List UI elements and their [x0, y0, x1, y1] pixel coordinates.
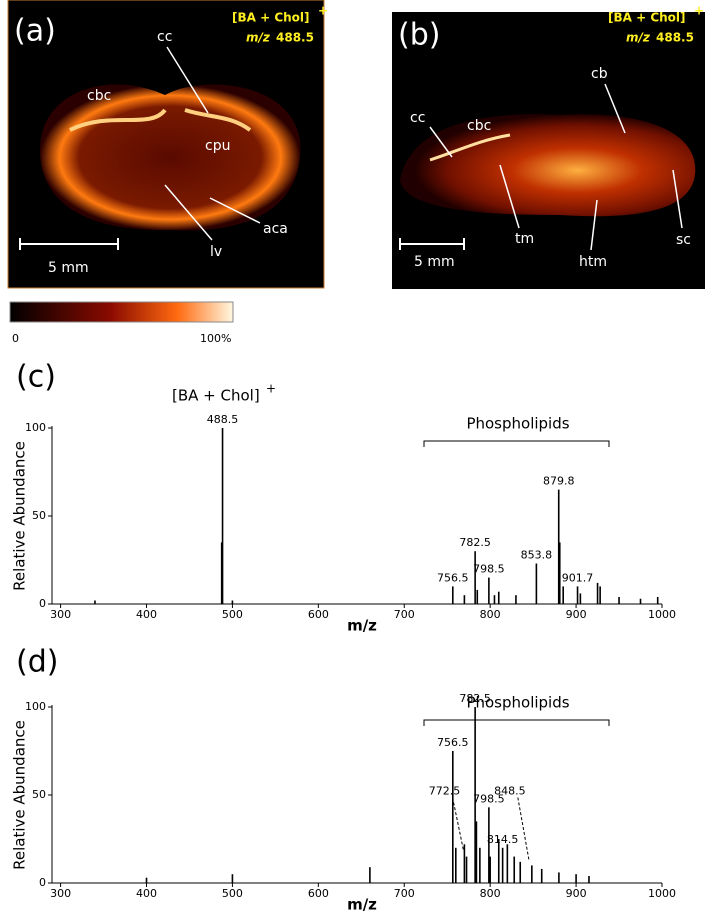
x-tick-label: 600	[308, 608, 329, 621]
x-tick-label: 600	[308, 887, 329, 900]
y-tick-label: 50	[32, 788, 46, 801]
annotation: cbc	[87, 88, 111, 104]
x-tick-label: 1000	[648, 608, 676, 621]
y-axis-label: Relative Abundance	[11, 441, 29, 591]
peak-label: 814.5	[487, 833, 519, 846]
peak-label: 756.5	[437, 736, 469, 749]
annotation: htm	[579, 254, 607, 270]
annotation: sc	[676, 232, 691, 248]
annotation: cc	[410, 110, 425, 126]
annotation: tm	[515, 231, 534, 247]
x-axis-label: m/z	[347, 617, 377, 635]
x-tick-label: 500	[222, 887, 243, 900]
x-tick-label: 900	[566, 608, 587, 621]
colorbar	[9, 301, 234, 323]
scale-bar	[19, 238, 119, 250]
leader-line	[499, 164, 520, 229]
tissue-a	[40, 84, 301, 231]
x-tick-label: 300	[50, 608, 71, 621]
bracket-label: Phospholipids	[466, 415, 569, 433]
axes	[51, 705, 662, 884]
y-axis-label: Relative Abundance	[11, 720, 29, 870]
peak-label: 879.8	[543, 475, 575, 488]
ion-label: [BA + Chol]	[608, 11, 686, 25]
peak-label: 772.5	[429, 784, 461, 797]
mz-prefix: m/z	[626, 31, 651, 45]
mz-value: 488.5	[276, 31, 314, 45]
annotation: [BA + Chol]	[172, 387, 260, 405]
y-tick-label: 0	[39, 597, 46, 610]
ion-label: [BA + Chol]	[232, 11, 310, 25]
y-tick-label: 50	[32, 509, 46, 522]
y-tick-label: 0	[39, 876, 46, 889]
tissue-b	[400, 114, 696, 217]
y-tick-label: 100	[25, 700, 46, 713]
x-tick-label: 900	[566, 887, 587, 900]
annotation-charge: +	[266, 382, 276, 396]
x-axis-label: m/z	[347, 896, 377, 914]
peak-label: 798.5	[473, 792, 505, 805]
leader-line	[590, 199, 598, 251]
annotation: cb	[591, 66, 608, 82]
x-tick-label: 400	[136, 608, 157, 621]
peak-label: 901.7	[562, 571, 594, 584]
peak-label: 782.5	[459, 692, 491, 705]
panel-label: (c)	[16, 360, 56, 395]
leader-line	[604, 83, 626, 134]
bracket	[423, 440, 610, 447]
peak-label: 488.5	[207, 413, 239, 426]
leader-line	[517, 797, 530, 860]
x-tick-label: 1000	[648, 887, 676, 900]
panel-label: (d)	[16, 645, 58, 680]
panel-label: (b)	[398, 18, 440, 53]
annotation: lv	[210, 244, 222, 260]
leader-line	[452, 797, 465, 851]
peak-label: 853.8	[521, 549, 553, 562]
mz-prefix: m/z	[246, 31, 271, 45]
x-tick-label: 700	[394, 887, 415, 900]
scale-bar	[399, 238, 465, 250]
scale-label: 5 mm	[48, 260, 89, 276]
ion-charge: +	[318, 4, 328, 18]
leader-line	[166, 46, 209, 114]
peak-label: 848.5	[494, 784, 526, 797]
bracket	[423, 719, 610, 726]
peak-label: 756.5	[437, 571, 469, 584]
x-tick-label: 400	[136, 887, 157, 900]
scale-label: 5 mm	[414, 254, 455, 270]
leader-line	[164, 184, 213, 241]
annotation: cpu	[205, 138, 230, 154]
leader-line	[672, 169, 683, 229]
tissue-bright-b	[429, 133, 511, 162]
mz-value: 488.5	[656, 31, 694, 45]
bracket-label: Phospholipids	[466, 694, 569, 712]
x-tick-label: 700	[394, 608, 415, 621]
leader-line	[209, 197, 261, 224]
peak-label: 782.5	[459, 536, 491, 549]
peak-label: 798.5	[473, 563, 505, 576]
colorbar-min: 0	[12, 332, 19, 345]
leader-line	[429, 126, 453, 158]
tissue-bright-a	[69, 108, 252, 132]
x-tick-label: 800	[480, 887, 501, 900]
ion-charge: +	[694, 4, 704, 18]
y-tick-label: 100	[25, 421, 46, 434]
panel-label: (a)	[14, 14, 56, 49]
colorbar-max: 100%	[200, 332, 231, 345]
annotation: aca	[263, 221, 288, 237]
annotation: cc	[157, 29, 172, 45]
x-tick-label: 500	[222, 608, 243, 621]
x-tick-label: 300	[50, 887, 71, 900]
annotation: cbc	[467, 118, 491, 134]
x-tick-label: 800	[480, 608, 501, 621]
